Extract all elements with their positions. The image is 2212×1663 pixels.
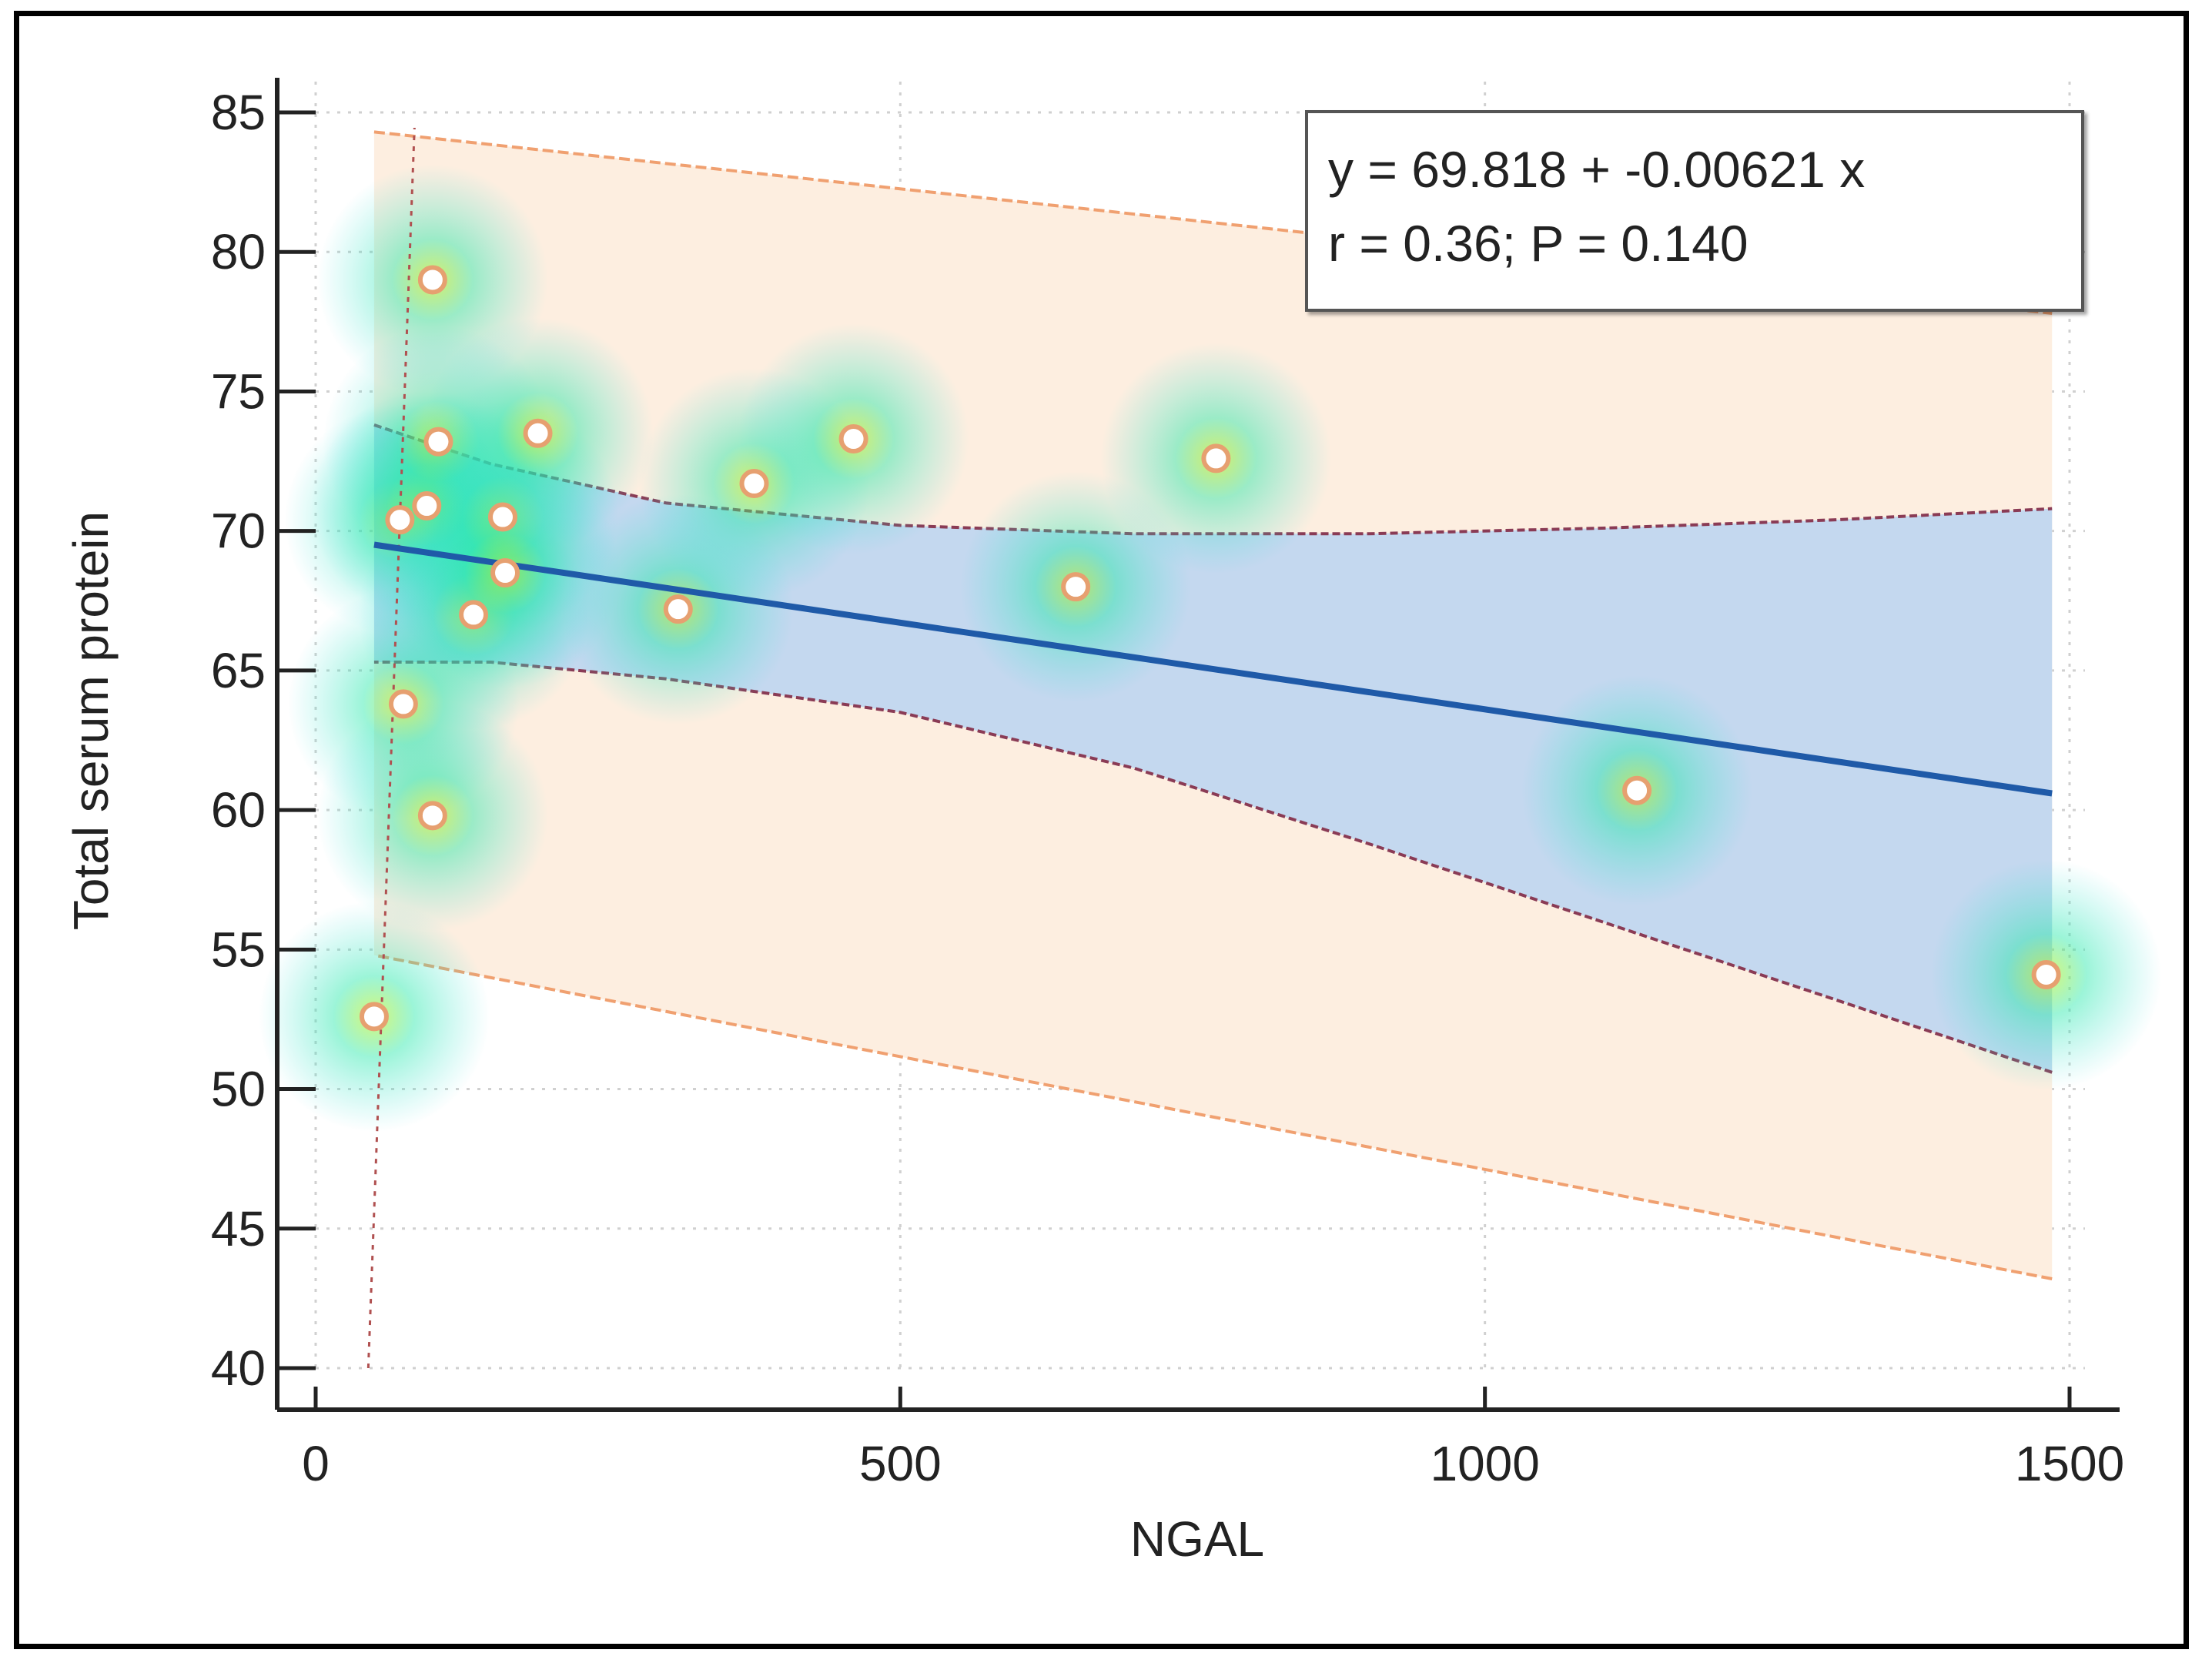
x-tick-label-1000: 1000 xyxy=(1430,1436,1539,1491)
x-tick-labels: 0 500 1000 1500 xyxy=(302,1436,2124,1491)
y-tick-label-40: 40 xyxy=(211,1340,266,1396)
data-points xyxy=(359,265,2061,1032)
y-tick-label-45: 45 xyxy=(211,1201,266,1256)
data-point-6 xyxy=(423,427,453,457)
data-point-4 xyxy=(417,265,447,295)
y-tick-labels: 40 45 50 55 60 65 70 75 80 85 xyxy=(211,85,266,1396)
y-tick-label-85: 85 xyxy=(211,85,266,140)
data-point-5 xyxy=(417,801,447,831)
data-point-13 xyxy=(838,424,868,454)
figure-frame: 0 500 1000 1500 40 45 50 55 60 65 70 75 80 85 NGAL T… xyxy=(14,11,2189,1649)
data-point-11 xyxy=(663,594,693,624)
data-point-0 xyxy=(359,1002,389,1032)
data-point-8 xyxy=(487,502,517,532)
data-point-2 xyxy=(388,689,418,719)
data-point-1 xyxy=(385,505,415,535)
x-axis-title: NGAL xyxy=(1130,1511,1264,1567)
scatter-chart: 0 500 1000 1500 40 45 50 55 60 65 70 75 80 85 NGAL T… xyxy=(63,78,2162,1567)
y-tick-label-80: 80 xyxy=(211,224,266,279)
x-tick-label-500: 500 xyxy=(859,1436,942,1491)
y-tick-label-65: 65 xyxy=(211,643,266,698)
annotation-stats: r = 0.36; P = 0.140 xyxy=(1328,215,1749,272)
x-tick-label-1500: 1500 xyxy=(2015,1436,2124,1491)
regression-line-group xyxy=(373,541,2053,797)
y-tick-label-70: 70 xyxy=(211,504,266,559)
y-tick-label-60: 60 xyxy=(211,782,266,838)
x-tick-label-0: 0 xyxy=(302,1436,330,1491)
y-axis-title: Total serum protein xyxy=(63,511,119,930)
annotation-box xyxy=(1305,110,2084,312)
data-point-3 xyxy=(412,491,442,521)
y-tick-label-55: 55 xyxy=(211,922,266,977)
data-point-7 xyxy=(459,600,489,630)
annotation-equation: y = 69.818 + -0.00621 x xyxy=(1328,141,1865,198)
data-point-14 xyxy=(1061,572,1091,602)
data-point-12 xyxy=(739,469,769,499)
data-point-10 xyxy=(523,418,553,448)
y-tick-label-50: 50 xyxy=(211,1062,266,1117)
data-point-15 xyxy=(1201,443,1231,473)
regression-line xyxy=(373,541,2053,797)
reference-line xyxy=(366,127,416,1369)
data-point-16 xyxy=(1622,775,1652,805)
regression-annotation: y = 69.818 + -0.00621 x r = 0.36; P = 0.… xyxy=(1305,110,2084,312)
data-point-17 xyxy=(2031,959,2061,989)
prediction-band-lower-edge xyxy=(373,953,2053,1280)
y-tick-label-75: 75 xyxy=(211,363,266,419)
reference-line xyxy=(366,127,416,1369)
axes xyxy=(275,78,2120,1412)
data-point-9 xyxy=(490,558,520,588)
